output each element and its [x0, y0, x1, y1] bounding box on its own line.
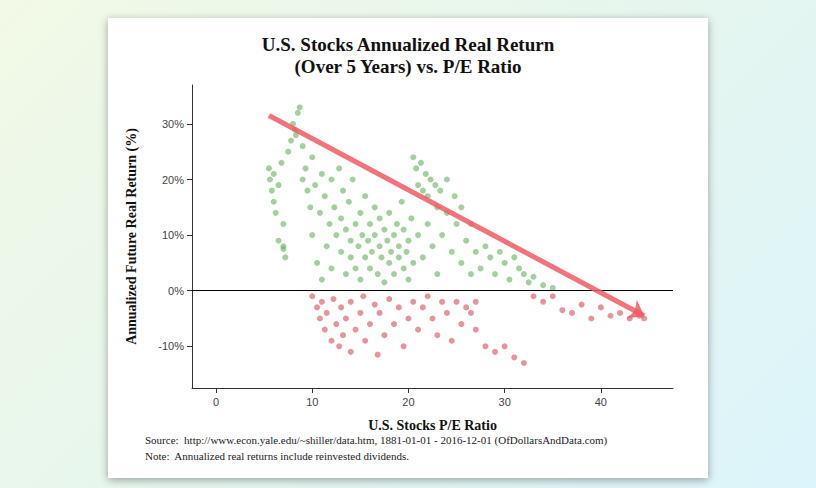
svg-text:U.S. Stocks P/E Ratio: U.S. Stocks P/E Ratio	[368, 418, 497, 433]
svg-text:0%: 0%	[168, 285, 184, 297]
svg-text:Note: Annualized real returns: Note: Annualized real returns include re…	[145, 450, 409, 462]
svg-text:20%: 20%	[162, 174, 184, 186]
svg-text:10: 10	[306, 396, 318, 408]
svg-text:20: 20	[402, 396, 414, 408]
svg-text:Source: http://www.econ.yale.: Source: http://www.econ.yale.edu/~shille…	[145, 434, 608, 447]
svg-text:Annualized Future Real Return: Annualized Future Real Return (%)	[124, 128, 140, 345]
svg-text:(Over 5 Years) vs. P/E Ratio: (Over 5 Years) vs. P/E Ratio	[295, 56, 522, 78]
svg-text:30%: 30%	[162, 118, 184, 130]
svg-text:40: 40	[595, 396, 607, 408]
svg-text:U.S. Stocks Annualized Real Re: U.S. Stocks Annualized Real Return	[262, 34, 555, 55]
svg-text:0: 0	[213, 396, 219, 408]
svg-text:-10%: -10%	[158, 340, 184, 352]
svg-text:10%: 10%	[162, 229, 184, 241]
svg-text:30: 30	[499, 396, 511, 408]
